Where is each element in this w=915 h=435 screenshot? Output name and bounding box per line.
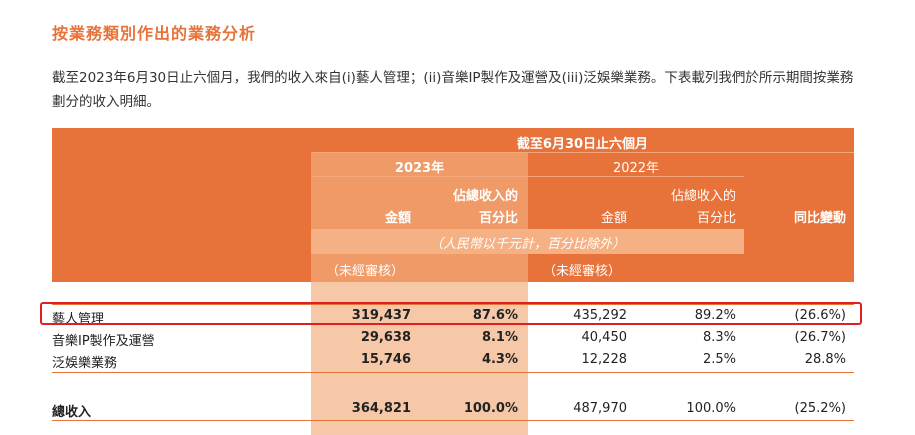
row-amount-2023: 15,746 [360, 352, 411, 367]
row-amount-2023: 29,638 [360, 330, 411, 345]
column-2023-header-shade [311, 152, 528, 282]
yoy-header: 同比變動 [793, 211, 846, 226]
total-pct-2022: 100.0% [686, 401, 736, 416]
section-title: 按業務類別作出的業務分析 [52, 24, 257, 43]
row-pct-2022: 2.5% [702, 352, 736, 367]
pct-2022-header-line1: 佔總收入的 [670, 189, 736, 204]
pct-2022-header-line2: 百分比 [696, 211, 736, 226]
row-pct-2023: 8.1% [481, 330, 518, 345]
amount-2022-header: 金額 [600, 211, 627, 226]
row-pct-2022: 89.2% [694, 308, 736, 323]
intro-paragraph: 截至2023年6月30日止六個月，我們的收入來自(i)藝人管理；(ii)音樂IP… [52, 70, 854, 110]
total-divider [52, 420, 854, 421]
total-name: 總收入 [52, 405, 92, 420]
year-2022-header: 2022年 [612, 161, 660, 176]
total-pct-2023: 100.0% [463, 401, 518, 416]
row-yoy: (26.6%) [794, 308, 846, 323]
row-yoy: 28.8% [804, 352, 846, 367]
row-pct-2022: 8.3% [702, 330, 736, 345]
row-pct-2023: 87.6% [472, 308, 518, 323]
unaudited-2023: （未經審核） [326, 264, 405, 279]
total-yoy: (25.2%) [794, 401, 846, 416]
header-divider [311, 152, 854, 153]
row-amount-2022: 40,450 [581, 330, 628, 345]
period-header: 截至6月30日止六個月 [516, 137, 649, 152]
row-amount-2023: 319,437 [351, 308, 411, 323]
highlight-box [40, 302, 862, 325]
subtotal-divider [52, 372, 854, 373]
year-divider [311, 176, 744, 177]
unaudited-2022: （未經審核） [543, 264, 622, 279]
pct-2023-header-line2: 百分比 [478, 211, 518, 226]
row-divider [52, 304, 854, 305]
row-pct-2023: 4.3% [481, 352, 518, 367]
pct-2023-header-line1: 佔總收入的 [452, 189, 518, 204]
total-amount-2023: 364,821 [351, 401, 411, 416]
amount-2023-header: 金額 [384, 211, 411, 226]
row-amount-2022: 435,292 [573, 308, 627, 323]
unit-note: （人民幣以千元計，百分比除外） [429, 237, 625, 252]
row-name: 泛娛樂業務 [52, 356, 118, 371]
row-yoy: (26.7%) [794, 330, 846, 345]
year-2023-header: 2023年 [394, 161, 445, 176]
unit-note-band [311, 229, 744, 254]
row-amount-2022: 12,228 [581, 352, 628, 367]
row-name: 音樂IP製作及運營 [52, 334, 155, 349]
total-amount-2022: 487,970 [573, 401, 627, 416]
